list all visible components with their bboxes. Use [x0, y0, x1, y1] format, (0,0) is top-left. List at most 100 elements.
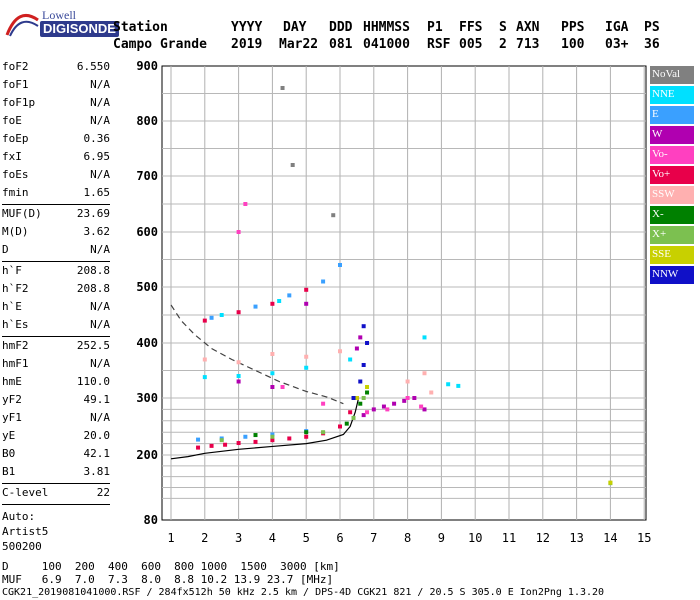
x-tick-label: 7: [370, 531, 377, 545]
line-profile: [170, 397, 360, 460]
header-label: IGA: [605, 20, 629, 35]
parameter-value: N/A: [90, 357, 110, 370]
point-nne: [422, 335, 427, 340]
header-label: DAY: [283, 20, 307, 35]
point-e: [338, 263, 342, 267]
point-noval: [331, 213, 336, 218]
point-x-: [219, 438, 224, 443]
header-value: 36: [644, 37, 660, 52]
parameter-value: 23.69: [76, 207, 110, 220]
point-ssw: [202, 357, 207, 362]
y-tick-label: 300: [136, 391, 158, 405]
parameter-row: yE 20.0: [2, 427, 110, 445]
parameter-name: foEp: [2, 132, 29, 145]
point-vo-: [338, 424, 342, 429]
point-vo-: [196, 445, 201, 450]
x-tick-label: 15: [637, 531, 651, 545]
header-value: 03+: [605, 37, 629, 52]
parameter-name: hmF1: [2, 357, 29, 370]
header-label: Station: [113, 20, 168, 35]
parameter-value: 208.8: [76, 264, 110, 277]
legend-item-x-: X+: [650, 226, 694, 244]
point-noval: [280, 86, 285, 90]
point-x-: [344, 421, 349, 426]
legend-item-ssw: SSW: [650, 186, 694, 204]
header-label: S: [499, 20, 507, 35]
parameter-divider: [2, 483, 110, 484]
parameter-value: N/A: [90, 243, 110, 256]
header-label: PPS: [561, 20, 585, 35]
parameter-row: h`F 208.8: [2, 262, 110, 280]
point-vo-: [209, 443, 214, 448]
parameter-value: 6.95: [83, 150, 111, 163]
point-nnw: [358, 379, 363, 384]
x-tick-label: 12: [536, 531, 550, 545]
parameter-row: yF1 N/A: [2, 409, 110, 427]
parameter-name: foF1p: [2, 96, 36, 109]
point-vo-: [236, 441, 241, 446]
parameter-row: B0 42.1: [2, 445, 110, 463]
parameter-divider: [2, 336, 110, 337]
autoscale-text: Auto:: [2, 510, 36, 523]
point-nne: [202, 375, 207, 380]
parameter-row: foEs N/A: [2, 166, 110, 184]
point-nnw: [361, 324, 366, 329]
parameter-value: N/A: [90, 300, 110, 313]
x-tick-label: 8: [404, 531, 411, 545]
header-value: 2: [499, 37, 507, 52]
header-value: 081: [329, 37, 353, 52]
point-x-: [351, 415, 356, 420]
parameter-row: MUF(D) 23.69: [2, 205, 110, 223]
x-tick-label: 5: [303, 531, 310, 545]
parameter-name: fxI: [2, 150, 22, 163]
header-value: 005: [459, 37, 483, 52]
parameter-row: h`F2 208.8: [2, 280, 110, 298]
legend-item-nnw: NNW: [650, 266, 694, 284]
parameter-row: hmE 110.0: [2, 373, 110, 391]
x-tick-label: 10: [468, 531, 482, 545]
parameter-divider: [2, 204, 110, 205]
parameter-name: fmin: [2, 186, 29, 199]
header-label: HHMMSS: [363, 20, 410, 35]
logo-line1: Lowell: [42, 8, 76, 22]
parameter-name: h`F: [2, 264, 22, 277]
line-virtual: [170, 304, 344, 405]
logo-arc-icon: [5, 14, 39, 37]
point-e: [243, 434, 248, 439]
point-vo-: [236, 310, 241, 315]
point-e: [209, 315, 214, 320]
point-vo-: [304, 434, 309, 439]
point-w: [412, 396, 417, 400]
parameter-name: yF1: [2, 411, 22, 424]
point-nnw: [351, 396, 356, 400]
point-nne: [236, 374, 241, 378]
point-vo-: [270, 301, 275, 306]
legend-item-sse: SSE: [650, 246, 694, 264]
point-vo-: [243, 202, 248, 206]
parameter-row: foEp 0.36: [2, 130, 110, 148]
point-x-: [365, 390, 370, 395]
parameter-value: 0.36: [83, 132, 111, 145]
point-w: [392, 401, 397, 406]
parameter-row: C-level 22: [2, 484, 110, 502]
y-tick-label: 500: [136, 280, 158, 294]
plot-frame: [161, 65, 647, 521]
point-vo-: [304, 287, 309, 292]
point-x-: [304, 430, 309, 435]
point-nne: [304, 365, 309, 370]
parameter-row: foF1 N/A: [2, 76, 110, 94]
parameter-row: M(D) 3.62: [2, 223, 110, 241]
point-sse: [354, 396, 359, 400]
parameter-name: hmF2: [2, 339, 29, 352]
parameter-value: 20.0: [83, 429, 111, 442]
header-label: P1: [427, 20, 443, 35]
legend: NoVal NNE E W Vo- Vo+ SSW X- X+ SSE NNW: [650, 66, 694, 286]
parameter-name: foF1: [2, 78, 29, 91]
parameter-row: fxI 6.95: [2, 148, 110, 166]
parameter-name: B0: [2, 447, 16, 460]
parameter-value: 6.550: [76, 60, 110, 73]
parameter-value: 208.8: [76, 282, 110, 295]
parameter-value: N/A: [90, 114, 110, 127]
parameter-row: foE N/A: [2, 112, 110, 130]
